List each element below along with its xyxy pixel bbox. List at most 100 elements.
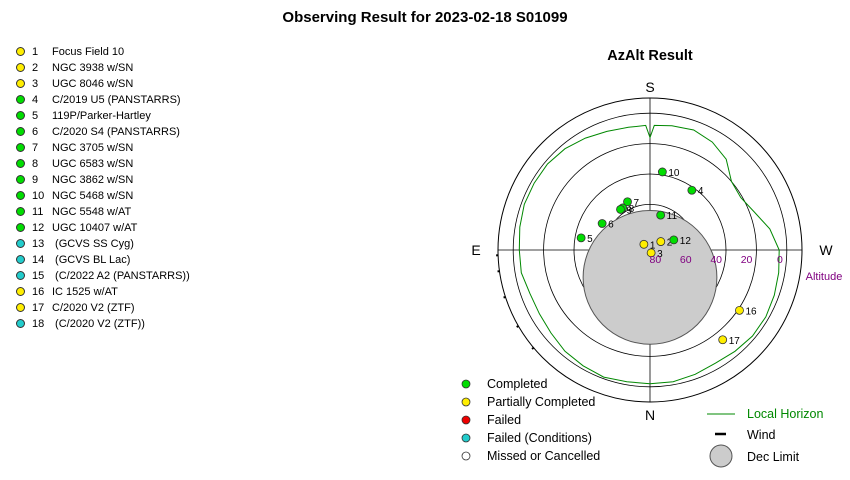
- status-dot: [16, 175, 25, 184]
- target-number: 16: [32, 286, 45, 298]
- target-number: 2: [32, 62, 39, 74]
- target-point-label: 12: [680, 236, 692, 247]
- target-name: 119P/Parker-Hartley: [52, 110, 151, 122]
- status-dot: [16, 207, 25, 216]
- target-point-label: 8: [629, 204, 635, 215]
- altitude-tick-label: 60: [680, 254, 692, 266]
- wind-mark: [531, 346, 535, 350]
- legend-horizon-label: Local Horizon: [747, 407, 823, 421]
- target-number: 8: [32, 158, 39, 170]
- target-point-label: 4: [698, 186, 704, 197]
- compass-e: E: [471, 242, 480, 258]
- status-dot: [16, 79, 25, 88]
- target-number: 3: [32, 78, 39, 90]
- target-point: [687, 185, 697, 195]
- altitude-tick-label: 40: [710, 254, 722, 266]
- target-point: [656, 210, 666, 220]
- status-dot: [16, 287, 25, 296]
- target-number: 9: [32, 174, 39, 186]
- target-number: 5: [32, 110, 39, 122]
- target-name: UGC 6583 w/SN: [52, 158, 134, 170]
- altitude-tick-label: 20: [741, 254, 753, 266]
- dec-limit-layer: [582, 209, 718, 345]
- altitude-axis-label: Altitude: [806, 271, 843, 283]
- wind-mark: [516, 324, 520, 328]
- target-name: NGC 3938 w/SN: [52, 62, 134, 74]
- target-point-label: 9: [627, 205, 633, 216]
- target-point-label: 3: [657, 249, 663, 260]
- wind-mark: [503, 295, 507, 299]
- legend-label: Missed or Cancelled: [487, 449, 600, 463]
- legend-dot: [461, 451, 471, 461]
- target-name: C/2020 S4 (PANSTARRS): [52, 126, 180, 138]
- target-point: [623, 197, 632, 207]
- target-point-label: 2: [667, 238, 673, 249]
- target-name: UGC 10407 w/AT: [52, 222, 138, 234]
- target-point: [735, 305, 744, 315]
- legend-dot: [461, 415, 471, 425]
- compass-w: W: [819, 242, 833, 258]
- target-name: NGC 5548 w/AT: [52, 206, 132, 218]
- dec-limit-circle: [582, 209, 718, 345]
- target-name: (C/2022 A2 (PANSTARRS)): [52, 270, 190, 282]
- target-point: [718, 335, 728, 345]
- status-dot: [16, 271, 25, 280]
- status-dot: [16, 111, 25, 120]
- status-dot: [16, 95, 25, 104]
- status-dot: [16, 63, 25, 72]
- wind-layer: [496, 254, 535, 350]
- compass-and-tick-labels: S N E W 80 60 40 20 0 Altitude: [471, 79, 842, 423]
- target-point-label: 1: [650, 240, 656, 251]
- target-name: C/2020 V2 (ZTF): [52, 302, 135, 314]
- target-point: [639, 239, 649, 249]
- target-point: [657, 167, 667, 177]
- status-dot: [16, 303, 25, 312]
- chart-legend: Completed Partially Completed Failed Failed…: [461, 377, 823, 468]
- legend-dot: [461, 397, 471, 407]
- target-point: [669, 235, 679, 245]
- target-number: 14: [32, 254, 45, 266]
- target-point-label: 11: [667, 211, 678, 222]
- legend-dec-limit-circle: [709, 444, 733, 468]
- target-point: [576, 233, 586, 243]
- local-horizon-line: [518, 124, 780, 385]
- legend-label: Failed (Conditions): [487, 431, 592, 445]
- target-name: IC 1525 w/AT: [52, 286, 118, 298]
- target-name: NGC 5468 w/SN: [52, 190, 134, 202]
- target-name: Focus Field 10: [52, 46, 125, 58]
- target-point-label: 17: [729, 336, 741, 347]
- status-dot: [16, 319, 25, 328]
- legend-label: Failed: [487, 413, 521, 427]
- target-point-label: 7: [634, 198, 640, 209]
- altitude-tick-label: 80: [650, 254, 662, 266]
- target-number: 6: [32, 126, 39, 138]
- target-number: 4: [32, 94, 39, 106]
- status-dot: [16, 47, 25, 56]
- target-point-label: 10: [668, 168, 680, 179]
- target-name: C/2019 U5 (PANSTARRS): [52, 94, 181, 106]
- local-horizon-layer: [518, 124, 780, 385]
- legend-dec-limit-label: Dec Limit: [747, 450, 800, 464]
- target-point: [597, 219, 607, 228]
- target-name: (GCVS BL Lac): [52, 254, 131, 266]
- target-number: 11: [32, 206, 44, 218]
- target-name: NGC 3705 w/SN: [52, 142, 134, 154]
- target-number: 13: [32, 238, 45, 250]
- compass-n: N: [645, 407, 655, 423]
- target-point: [646, 248, 656, 258]
- target-number: 12: [32, 222, 45, 234]
- target-number: 18: [32, 318, 45, 330]
- status-dot: [16, 159, 25, 168]
- target-name: NGC 3862 w/SN: [52, 174, 134, 186]
- target-number: 7: [32, 142, 39, 154]
- target-point-label: 6: [608, 219, 614, 230]
- status-dot: [16, 239, 25, 248]
- page-title: Observing Result for 2023-02-18 S01099: [282, 9, 568, 26]
- target-number: 15: [32, 270, 45, 282]
- target-name: (C/2020 V2 (ZTF)): [52, 318, 145, 330]
- status-dot: [16, 143, 25, 152]
- status-dot: [16, 191, 25, 200]
- altitude-tick-label: 0: [777, 254, 783, 266]
